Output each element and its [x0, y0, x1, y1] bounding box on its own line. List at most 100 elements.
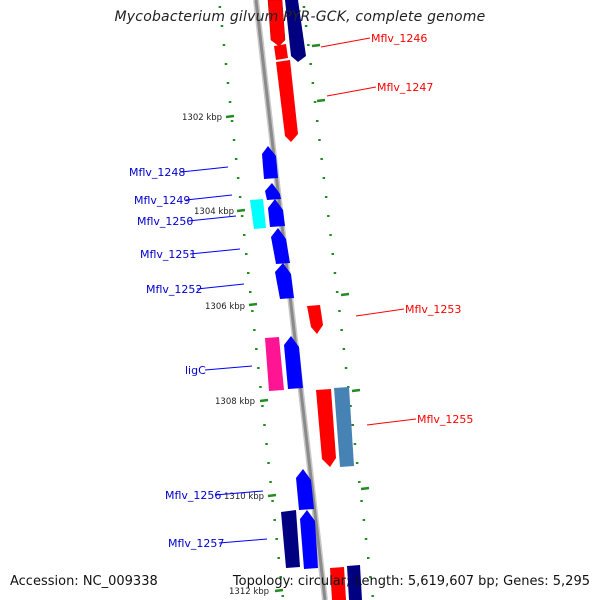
scale-dot: [353, 443, 357, 445]
gene-label: Mflv_1256: [165, 489, 221, 502]
scale-dot: [351, 424, 354, 426]
gene-labels: Mflv_1246 Mflv_1247 Mflv_1248 Mflv_1249 …: [129, 32, 473, 550]
scale-dot: [360, 500, 363, 502]
tick-mark: [316, 98, 326, 103]
gene-feature: [285, 0, 306, 62]
scale-dot: [218, 6, 222, 8]
tick-mark: [225, 114, 235, 119]
scale-dot: [342, 348, 346, 350]
scale-dot: [228, 101, 232, 103]
gene-feature: [265, 183, 281, 200]
scale-dot: [324, 196, 328, 198]
gene-feature: [268, 199, 285, 227]
scale-dot: [320, 158, 323, 160]
backbone: [253, 0, 328, 600]
scale-dot: [364, 538, 368, 540]
scale-dot: [236, 177, 240, 179]
scale-dot: [234, 158, 238, 160]
scale-dot: [265, 443, 268, 445]
tick-label: 1304 kbp: [194, 207, 234, 217]
tick-label: 1308 kbp: [215, 397, 255, 407]
scale-dot: [247, 272, 250, 274]
gene-label: Mflv_1257: [168, 537, 224, 550]
gene-features: [250, 0, 362, 600]
tick-mark: [248, 302, 258, 307]
scale-dot: [224, 63, 228, 65]
scale-dot: [307, 44, 310, 46]
scale-dot: [329, 234, 332, 236]
gene-feature: [262, 146, 278, 179]
scale-dots: [218, 6, 374, 597]
scale-dot: [259, 386, 262, 388]
tick-mark: [236, 208, 246, 213]
tick-label: 1312 kbp: [229, 587, 269, 597]
gene-feature: [330, 567, 346, 600]
scale-dot: [249, 291, 252, 293]
gene-feature: [271, 228, 290, 264]
scale-dot: [362, 519, 366, 521]
gene-label: Mflv_1249: [134, 194, 190, 207]
tick-mark: [259, 398, 269, 403]
accession-text: Accession: NC_009338: [10, 574, 158, 589]
tick-label: 1306 kbp: [205, 302, 245, 312]
gene-label: Mflv_1252: [146, 283, 202, 296]
tick-label: 1302 kbp: [182, 113, 222, 123]
scale-dot: [318, 139, 321, 141]
tick-mark: [267, 493, 277, 498]
scale-dot: [344, 367, 348, 369]
scale-dot: [355, 462, 359, 464]
gene-label: ligC: [185, 364, 206, 377]
scale-dot: [222, 44, 226, 46]
gene-feature: [300, 510, 318, 569]
gene-label: Mflv_1251: [140, 248, 196, 261]
gene-label: Mflv_1255: [417, 413, 473, 426]
tick-mark: [351, 388, 361, 393]
scale-dot: [275, 538, 278, 540]
scale-dot: [340, 329, 343, 331]
tick-label: 1310 kbp: [224, 492, 264, 502]
tick-labels: 1302 kbp 1304 kbp 1306 kbp 1308 kbp 1310…: [182, 113, 269, 597]
gene-feature: [267, 0, 286, 47]
gene-feature: [275, 263, 294, 299]
gene-feature: [274, 44, 288, 60]
scale-dot: [220, 25, 224, 27]
tick-mark: [311, 43, 321, 48]
scale-dot: [335, 291, 339, 293]
gene-feature: [284, 336, 303, 389]
scale-dot: [238, 196, 242, 198]
scale-dot: [253, 329, 256, 331]
scale-dot: [302, 6, 306, 8]
gene-feature: [347, 565, 362, 600]
scale-dot: [279, 576, 282, 578]
scale-dot: [273, 519, 276, 521]
scale-dot: [327, 215, 330, 217]
gene-feature: [265, 337, 284, 391]
gene-label: Mflv_1247: [377, 81, 433, 94]
scale-dot: [371, 595, 374, 597]
topology-text: Topology: circular; Length: 5,619,607 bp…: [232, 574, 590, 589]
genome-title: Mycobacterium gilvum PYR-GCK, complete g…: [114, 9, 486, 25]
scale-dot: [304, 25, 308, 27]
gene-feature: [334, 387, 354, 467]
scale-dot: [230, 120, 234, 122]
scale-dot: [243, 234, 246, 236]
scale-dot: [281, 595, 284, 597]
tick-mark: [360, 486, 370, 491]
scale-dot: [245, 253, 248, 255]
scale-dot: [271, 500, 274, 502]
scale-dot: [257, 367, 260, 369]
scale-dot: [333, 272, 337, 274]
gene-label: Mflv_1253: [405, 303, 461, 316]
scale-dot: [369, 576, 372, 578]
scale-dot: [367, 557, 370, 559]
scale-dot: [263, 424, 266, 426]
scale-dot: [309, 63, 312, 65]
gene-feature: [276, 60, 298, 142]
scale-dot: [251, 310, 254, 312]
scale-dot: [311, 82, 315, 84]
scale-dot: [358, 481, 361, 483]
scale-dot: [347, 386, 350, 388]
scale-dot: [316, 120, 319, 122]
scale-dot: [232, 139, 236, 141]
